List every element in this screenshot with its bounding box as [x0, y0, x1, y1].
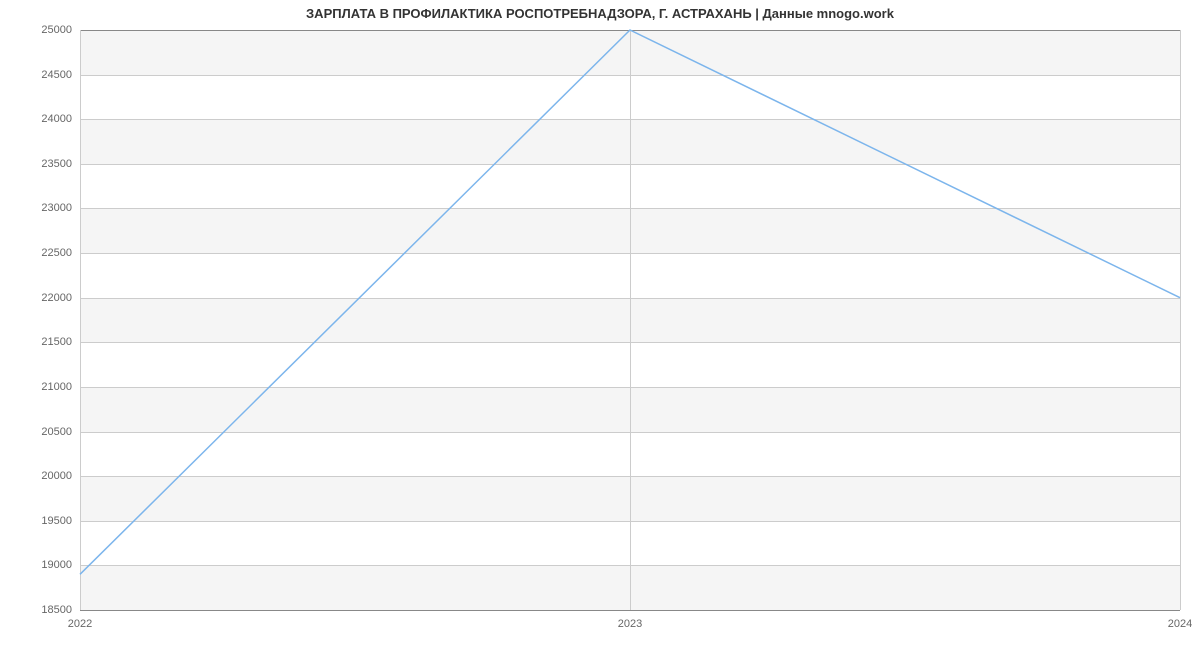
- y-tick-label: 20500: [41, 426, 80, 438]
- y-tick-label: 19000: [41, 559, 80, 571]
- v-gridline: [1180, 30, 1181, 610]
- x-tick-label: 2022: [68, 610, 92, 630]
- y-tick-label: 24000: [41, 113, 80, 125]
- chart-container: ЗАРПЛАТА В ПРОФИЛАКТИКА РОСПОТРЕБНАДЗОРА…: [0, 0, 1200, 650]
- line-layer: [80, 30, 1180, 610]
- x-tick-label: 2024: [1168, 610, 1192, 630]
- y-tick-label: 22000: [41, 292, 80, 304]
- y-tick-label: 23500: [41, 158, 80, 170]
- y-tick-label: 19500: [41, 515, 80, 527]
- series-line: [80, 30, 1180, 574]
- x-tick-label: 2023: [618, 610, 642, 630]
- y-tick-label: 25000: [41, 24, 80, 36]
- plot-area: 1850019000195002000020500210002150022000…: [80, 30, 1180, 610]
- y-tick-label: 22500: [41, 247, 80, 259]
- y-tick-label: 24500: [41, 69, 80, 81]
- y-tick-label: 23000: [41, 202, 80, 214]
- y-tick-label: 21500: [41, 336, 80, 348]
- y-tick-label: 20000: [41, 470, 80, 482]
- chart-title: ЗАРПЛАТА В ПРОФИЛАКТИКА РОСПОТРЕБНАДЗОРА…: [0, 6, 1200, 21]
- y-tick-label: 21000: [41, 381, 80, 393]
